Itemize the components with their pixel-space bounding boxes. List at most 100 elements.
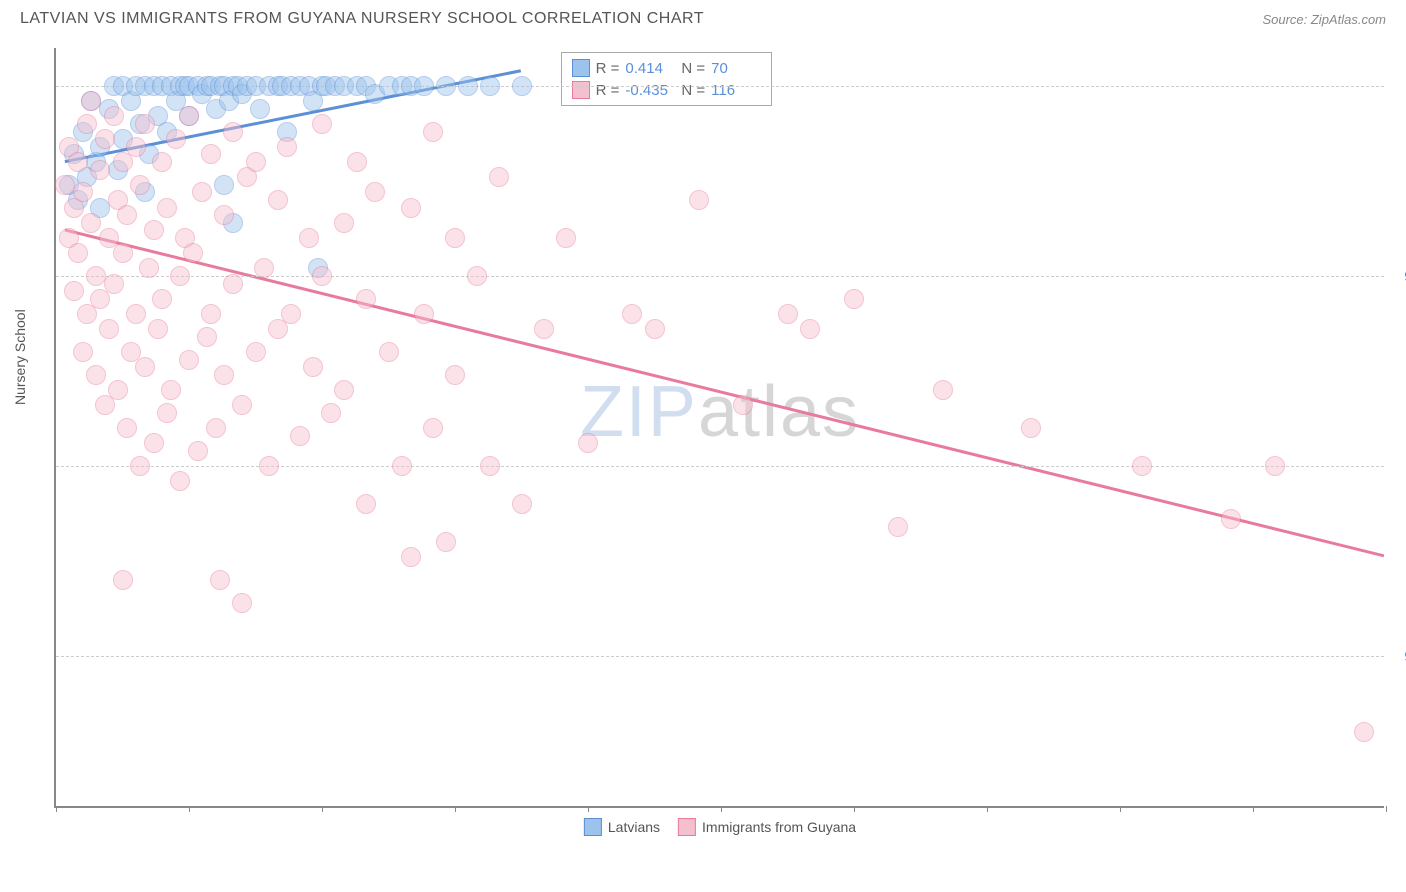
scatter-point — [197, 327, 217, 347]
scatter-point — [888, 517, 908, 537]
scatter-point — [232, 395, 252, 415]
stats-row: R =-0.435N =116 — [572, 79, 762, 101]
stat-n-label: N = — [681, 60, 705, 77]
scatter-point — [467, 266, 487, 286]
scatter-point — [104, 106, 124, 126]
scatter-point — [312, 266, 332, 286]
scatter-point — [135, 114, 155, 134]
x-tick — [1253, 806, 1254, 812]
x-tick — [455, 806, 456, 812]
x-tick — [721, 806, 722, 812]
scatter-point — [489, 167, 509, 187]
scatter-point — [135, 357, 155, 377]
scatter-point — [321, 403, 341, 423]
stat-r-value: -0.435 — [625, 82, 675, 99]
scatter-point — [117, 205, 137, 225]
scatter-point — [1021, 418, 1041, 438]
scatter-point — [192, 182, 212, 202]
y-tick-label: 97.5% — [1389, 268, 1406, 284]
scatter-point — [423, 418, 443, 438]
scatter-point — [90, 160, 110, 180]
stat-n-value: 116 — [711, 82, 761, 99]
scatter-point — [392, 456, 412, 476]
scatter-point — [170, 266, 190, 286]
scatter-point — [512, 76, 532, 96]
scatter-point — [356, 289, 376, 309]
legend-label: Immigrants from Guyana — [702, 819, 856, 835]
scatter-point — [73, 342, 93, 362]
scatter-point — [144, 433, 164, 453]
stat-r-value: 0.414 — [625, 60, 675, 77]
scatter-point — [214, 205, 234, 225]
scatter-point — [299, 228, 319, 248]
scatter-point — [161, 380, 181, 400]
scatter-point — [223, 274, 243, 294]
scatter-point — [414, 304, 434, 324]
scatter-point — [81, 91, 101, 111]
scatter-point — [223, 122, 243, 142]
x-tick — [322, 806, 323, 812]
scatter-point — [445, 228, 465, 248]
x-tick — [1120, 806, 1121, 812]
scatter-point — [534, 319, 554, 339]
scatter-point — [232, 593, 252, 613]
scatter-point — [144, 220, 164, 240]
scatter-point — [246, 152, 266, 172]
trend-line — [65, 230, 1384, 556]
scatter-point — [117, 418, 137, 438]
source-label: Source: ZipAtlas.com — [1262, 12, 1386, 27]
scatter-point — [458, 76, 478, 96]
legend-swatch — [572, 81, 590, 99]
y-axis-title: Nursery School — [12, 309, 28, 405]
gridline — [56, 276, 1384, 277]
scatter-point — [334, 380, 354, 400]
scatter-point — [95, 129, 115, 149]
scatter-point — [108, 380, 128, 400]
scatter-point — [113, 243, 133, 263]
watermark: ZIPatlas — [580, 371, 860, 453]
scatter-point — [1132, 456, 1152, 476]
scatter-point — [303, 357, 323, 377]
scatter-point — [113, 570, 133, 590]
title-bar: LATVIAN VS IMMIGRANTS FROM GUYANA NURSER… — [0, 0, 1406, 34]
scatter-point — [104, 274, 124, 294]
scatter-point — [246, 342, 266, 362]
scatter-point — [800, 319, 820, 339]
legend-label: Latvians — [608, 819, 660, 835]
scatter-point — [689, 190, 709, 210]
scatter-point — [157, 198, 177, 218]
scatter-point — [214, 365, 234, 385]
scatter-point — [281, 304, 301, 324]
scatter-point — [166, 129, 186, 149]
scatter-point — [268, 190, 288, 210]
scatter-point — [179, 106, 199, 126]
bottom-legend: Latvians Immigrants from Guyana — [584, 818, 856, 836]
scatter-point — [401, 198, 421, 218]
scatter-point — [152, 152, 172, 172]
scatter-point — [210, 570, 230, 590]
scatter-point — [201, 144, 221, 164]
scatter-point — [126, 137, 146, 157]
scatter-point — [622, 304, 642, 324]
x-tick — [588, 806, 589, 812]
scatter-point — [188, 441, 208, 461]
scatter-point — [277, 137, 297, 157]
scatter-point — [312, 114, 332, 134]
scatter-point — [480, 76, 500, 96]
scatter-point — [170, 471, 190, 491]
legend-item: Latvians — [584, 818, 660, 836]
x-tick — [189, 806, 190, 812]
watermark-atlas: atlas — [698, 372, 860, 452]
scatter-point — [290, 426, 310, 446]
scatter-point — [64, 281, 84, 301]
scatter-point — [933, 380, 953, 400]
scatter-point — [139, 258, 159, 278]
scatter-point — [556, 228, 576, 248]
scatter-point — [1354, 722, 1374, 742]
scatter-point — [214, 175, 234, 195]
scatter-point — [86, 365, 106, 385]
scatter-point — [436, 532, 456, 552]
scatter-point — [379, 342, 399, 362]
y-tick-label: 92.5% — [1389, 648, 1406, 664]
scatter-point — [68, 243, 88, 263]
